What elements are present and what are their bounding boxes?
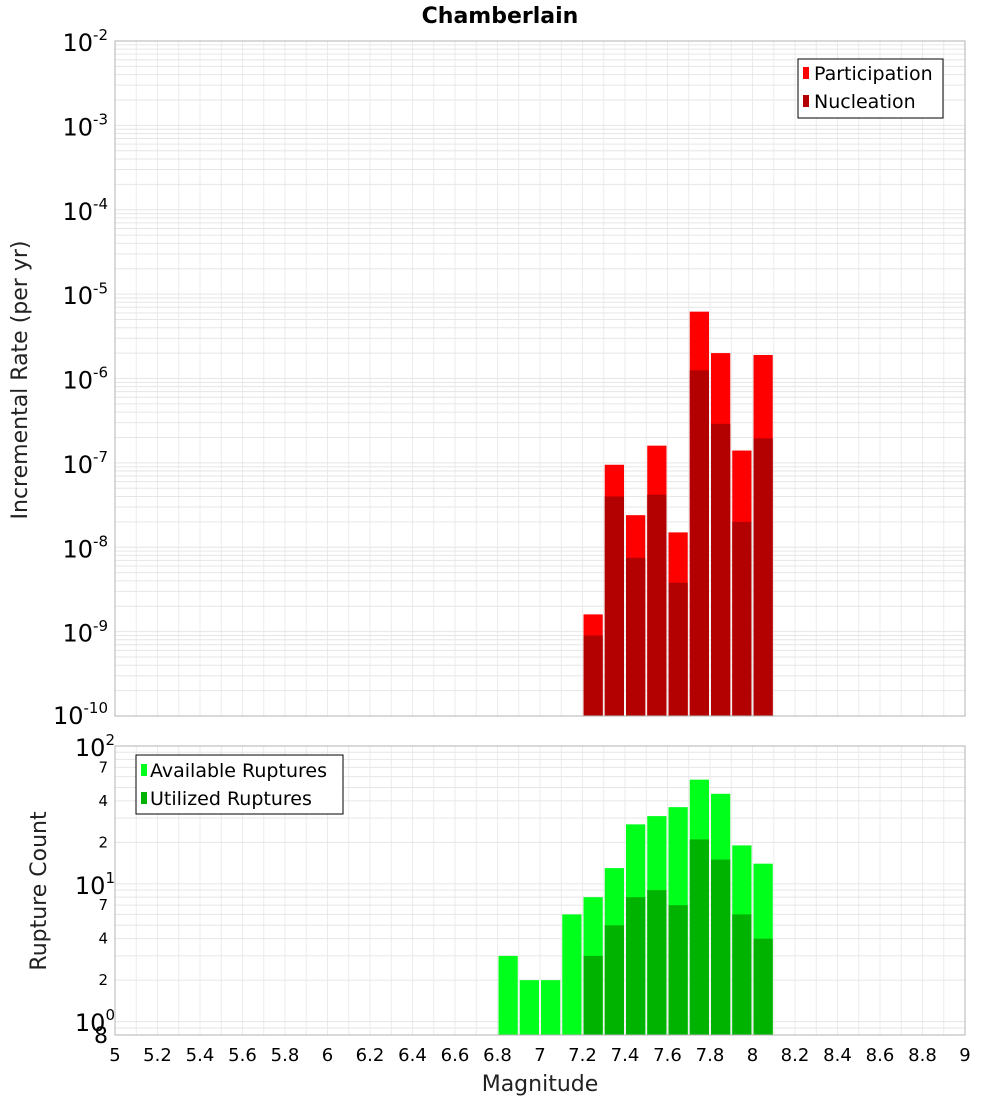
rate-chart-grid: [114, 41, 966, 717]
count-chart-bar-utilized-ruptures: [604, 925, 624, 1035]
rate-ytick-label: 10-8: [62, 532, 108, 563]
count-ytick-label: 7: [98, 758, 108, 776]
legend-swatch-nucleation: [803, 95, 809, 107]
rate-chart-bar-nucleation: [668, 582, 688, 716]
x-tick-label: 8: [747, 1045, 758, 1066]
x-tick-label: 7: [534, 1045, 545, 1066]
count-chart-bar-utilized-ruptures: [583, 955, 603, 1035]
count-ytick-label: 2: [98, 833, 108, 851]
rate-ytick-label: 10-10: [53, 699, 108, 730]
legend-label-available-ruptures: Available Ruptures: [150, 760, 327, 782]
x-tick-label: 9: [959, 1045, 970, 1066]
x-tick-label: 8.6: [866, 1045, 895, 1066]
legend-swatch-available-ruptures: [141, 764, 147, 776]
count-ytick-label: 7: [98, 896, 108, 914]
count-chart-bars: [498, 779, 773, 1035]
x-tick-label: 5.8: [271, 1045, 300, 1066]
rate-ytick-label: 10-5: [62, 279, 108, 310]
count-chart-bar-utilized-ruptures: [689, 839, 709, 1035]
rate-axis-label: Incremental Rate (per yr): [8, 241, 33, 520]
rate-chart-bar-nucleation: [583, 635, 603, 716]
x-tick-label: 6: [322, 1045, 333, 1066]
count-chart-bar-utilized-ruptures: [711, 859, 731, 1035]
count-chart-bar-utilized-ruptures: [753, 938, 773, 1035]
x-tick-label: 7.2: [568, 1045, 597, 1066]
rate-chart-bar-nucleation: [604, 496, 624, 716]
legend-label-participation: Participation: [814, 63, 933, 85]
legend-label-utilized-ruptures: Utilized Ruptures: [150, 788, 312, 810]
count-chart-bar-available-ruptures: [519, 980, 539, 1035]
count-legend: Available Ruptures Utilized Ruptures: [135, 754, 344, 815]
count-chart-bar-utilized-ruptures: [668, 905, 688, 1035]
count-chart-bar-available-ruptures: [498, 955, 518, 1035]
count-chart-bar-utilized-ruptures: [647, 890, 667, 1035]
x-tick-label: 7.6: [653, 1045, 682, 1066]
x-tick-label: 6.8: [483, 1045, 512, 1066]
count-chart-bar-utilized-ruptures: [626, 897, 646, 1035]
x-tick-label: 5: [109, 1045, 120, 1066]
x-axis-label: Magnitude: [482, 1072, 599, 1097]
x-tick-label: 6.6: [441, 1045, 470, 1066]
x-tick-label: 7.4: [611, 1045, 640, 1066]
count-decade-label: 100: [75, 1006, 115, 1037]
count-chart-bar-available-ruptures: [541, 980, 561, 1035]
legend-swatch-utilized-ruptures: [141, 792, 147, 804]
rate-ytick-label: 10-9: [62, 617, 108, 648]
rate-chart-bar-nucleation: [647, 494, 667, 716]
rate-ytick-label: 10-3: [62, 111, 108, 142]
x-tick-label: 8.2: [781, 1045, 810, 1066]
chart-title: Chamberlain: [422, 4, 579, 29]
legend-swatch-participation: [803, 67, 809, 79]
x-tick-label: 6.2: [356, 1045, 385, 1066]
count-decade-label: 101: [75, 869, 115, 900]
count-axis-label: Rupture Count: [27, 811, 52, 971]
count-chart-frame: [114, 745, 966, 1036]
rate-ytick-label: 10-2: [62, 26, 108, 57]
count-ytick-label: 8: [94, 1024, 108, 1049]
x-tick-label: 5.2: [143, 1045, 172, 1066]
count-legend-box: [135, 754, 344, 815]
rate-ytick-label: 10-4: [62, 195, 108, 226]
rate-ytick-label: 10-7: [62, 448, 108, 479]
count-decade-label: 102: [75, 731, 115, 762]
count-ytick-label: 4: [98, 792, 108, 810]
count-ytick-label: 4: [98, 930, 108, 948]
rate-chart-bar-nucleation: [689, 370, 709, 716]
rate-chart-bar-nucleation: [626, 557, 646, 716]
rate-legend: Participation Nucleation: [797, 58, 944, 119]
x-tick-label: 6.4: [398, 1045, 427, 1066]
x-tick-label: 8.8: [908, 1045, 937, 1066]
count-ytick-label: 2: [98, 971, 108, 989]
x-tick-label: 7.8: [696, 1045, 725, 1066]
rate-legend-box: [797, 58, 944, 119]
rate-chart-bar-nucleation: [753, 438, 773, 716]
x-tick-label: 5.4: [186, 1045, 215, 1066]
rate-chart-frame: [114, 40, 966, 717]
legend-label-nucleation: Nucleation: [814, 91, 916, 113]
rate-ytick-label: 10-6: [62, 364, 108, 395]
count-chart-bar-available-ruptures: [562, 914, 582, 1035]
rate-chart-bar-nucleation: [711, 423, 731, 716]
x-tick-label: 8.4: [823, 1045, 852, 1066]
x-tick-label: 5.6: [228, 1045, 257, 1066]
rate-chart-bars: [583, 311, 773, 716]
count-chart-bar-utilized-ruptures: [732, 914, 752, 1035]
rate-chart-bar-nucleation: [732, 521, 752, 716]
